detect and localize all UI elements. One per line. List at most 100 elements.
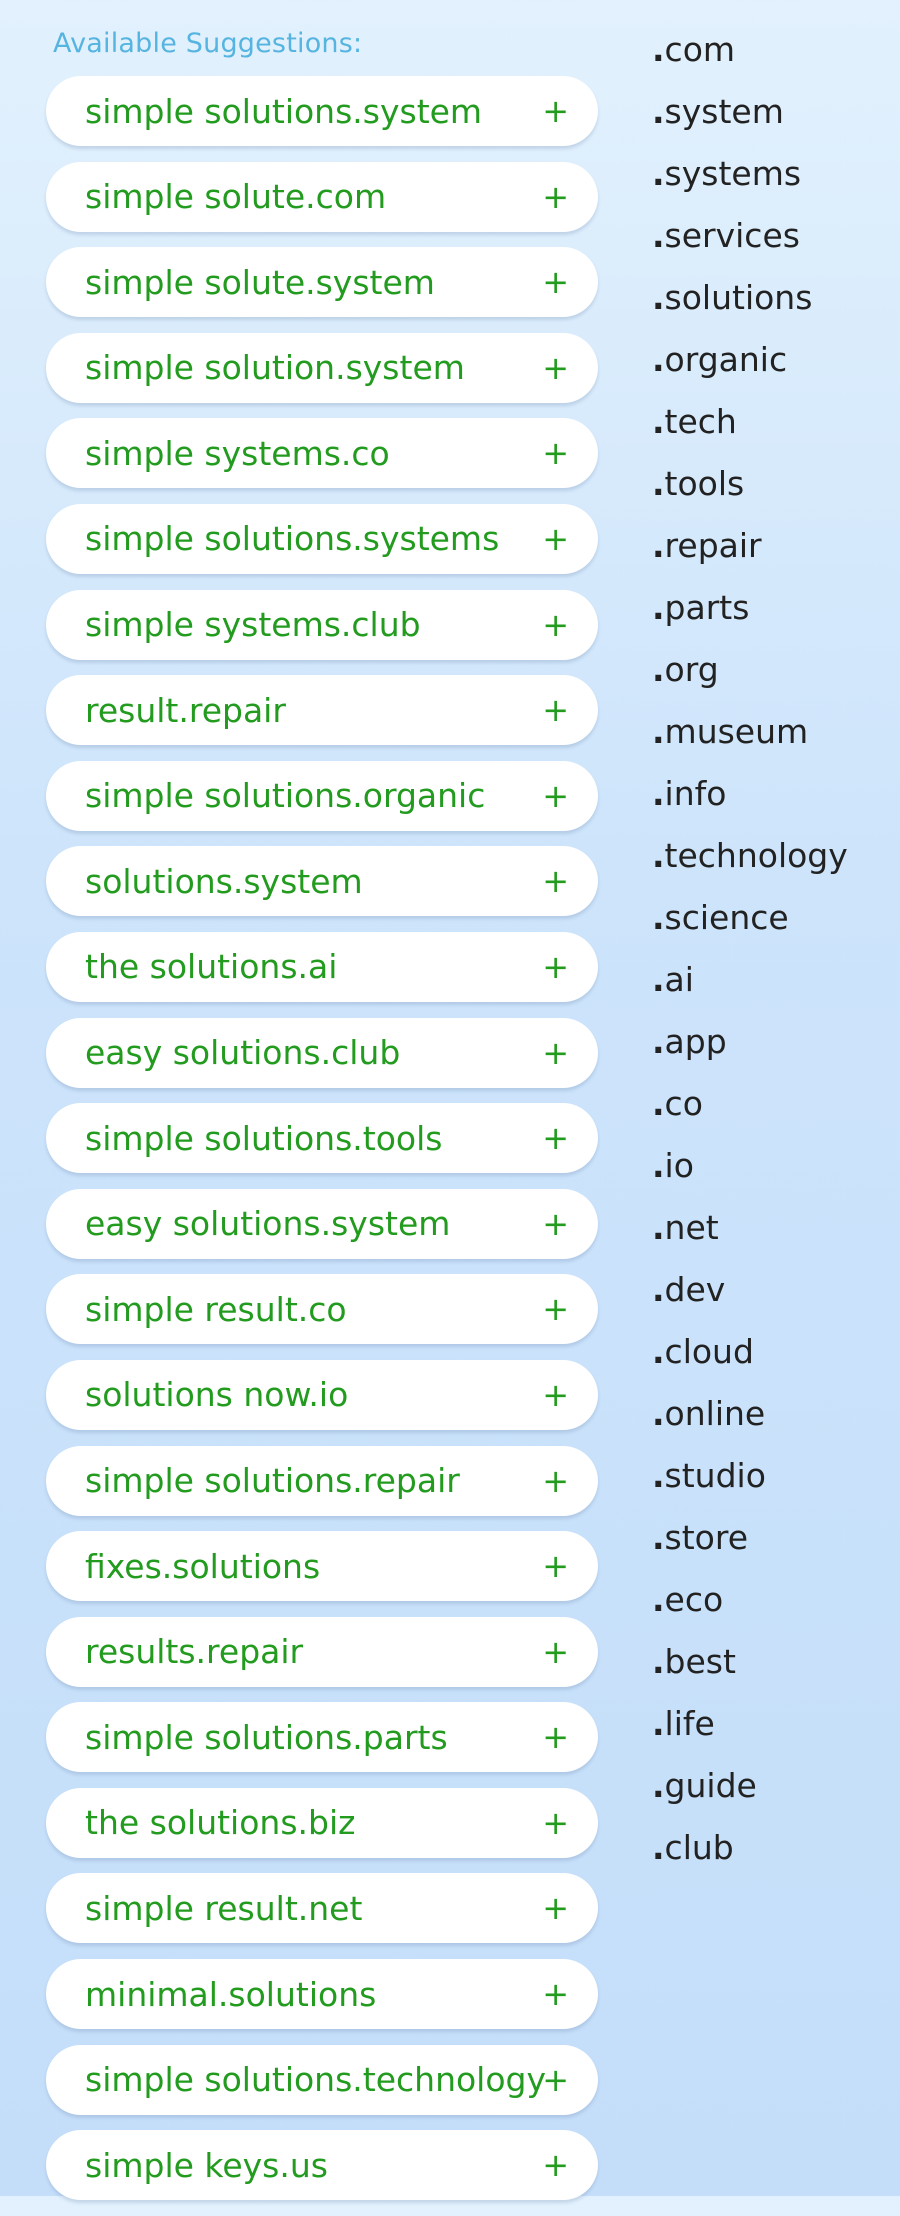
- add-icon[interactable]: +: [542, 1547, 569, 1586]
- add-icon[interactable]: +: [542, 92, 569, 130]
- tld-item[interactable]: .club: [652, 1822, 892, 1884]
- suggestion-item[interactable]: the solutions.biz +: [46, 1787, 598, 1858]
- suggestion-item[interactable]: simple solutions.repair +: [46, 1445, 598, 1516]
- suggestion-domain-label: the solutions.ai: [85, 947, 338, 987]
- tld-item[interactable]: .science: [652, 892, 892, 954]
- tld-item[interactable]: .museum: [652, 706, 892, 768]
- add-icon[interactable]: +: [542, 1290, 569, 1329]
- add-icon[interactable]: +: [542, 1461, 569, 1500]
- tld-item[interactable]: .store: [652, 1512, 892, 1574]
- add-icon[interactable]: +: [542, 1975, 569, 2014]
- tld-item[interactable]: .services: [652, 210, 892, 272]
- add-icon[interactable]: +: [542, 1375, 569, 1414]
- tld-item[interactable]: .co: [652, 1078, 892, 1140]
- tld-label: net: [664, 1208, 719, 1247]
- add-icon[interactable]: +: [542, 2060, 569, 2099]
- add-icon[interactable]: +: [542, 1119, 569, 1158]
- tld-item[interactable]: .systems: [652, 148, 892, 210]
- add-icon[interactable]: +: [542, 519, 569, 558]
- tld-item[interactable]: .net: [652, 1202, 892, 1264]
- add-icon[interactable]: +: [542, 947, 569, 986]
- suggestion-item[interactable]: results.repair +: [46, 1616, 598, 1687]
- suggestion-item[interactable]: simple solutions.organic +: [46, 760, 598, 831]
- tld-label: com: [664, 30, 736, 69]
- tld-item[interactable]: .tools: [652, 458, 892, 520]
- suggestion-domain-label: easy solutions.club: [85, 1033, 401, 1073]
- tld-item[interactable]: .solutions: [652, 272, 892, 334]
- add-icon[interactable]: +: [542, 1204, 569, 1243]
- suggestion-item[interactable]: simple solutions.systems +: [46, 503, 598, 574]
- add-icon[interactable]: +: [542, 263, 569, 302]
- suggestion-domain-label: simple keys.us: [85, 2145, 328, 2185]
- suggestion-item[interactable]: solutions.system +: [46, 846, 598, 917]
- suggestion-item[interactable]: simple systems.co +: [46, 418, 598, 489]
- suggestion-domain-label: minimal.solutions: [85, 1974, 377, 2014]
- suggestion-item[interactable]: simple result.co +: [46, 1274, 598, 1345]
- tld-item[interactable]: .tech: [652, 396, 892, 458]
- add-icon[interactable]: +: [542, 605, 569, 644]
- tld-item[interactable]: .eco: [652, 1574, 892, 1636]
- tld-item[interactable]: .org: [652, 644, 892, 706]
- suggestion-item[interactable]: simple solute.com +: [46, 161, 598, 232]
- suggestion-item[interactable]: simple solutions.tools +: [46, 1103, 598, 1174]
- tld-dot: .: [652, 650, 665, 689]
- add-icon[interactable]: +: [542, 2146, 569, 2185]
- add-icon[interactable]: +: [542, 776, 569, 815]
- tld-label: technology: [664, 836, 848, 875]
- tld-dot: .: [652, 1642, 665, 1681]
- add-icon[interactable]: +: [542, 1803, 569, 1842]
- add-icon[interactable]: +: [542, 1718, 569, 1757]
- tld-dot: .: [652, 1456, 665, 1495]
- add-icon[interactable]: +: [542, 1632, 569, 1671]
- tld-item[interactable]: .life: [652, 1698, 892, 1760]
- suggestion-item[interactable]: solutions now.io +: [46, 1359, 598, 1430]
- tld-label: store: [664, 1518, 749, 1557]
- tld-item[interactable]: .studio: [652, 1450, 892, 1512]
- tld-item[interactable]: .parts: [652, 582, 892, 644]
- suggestion-item[interactable]: simple solutions.system +: [46, 76, 598, 146]
- tld-dot: .: [652, 1828, 665, 1867]
- tld-item[interactable]: .app: [652, 1016, 892, 1078]
- tld-label: science: [664, 898, 789, 937]
- tld-item[interactable]: .organic: [652, 334, 892, 396]
- tld-item[interactable]: .dev: [652, 1264, 892, 1326]
- suggestion-item[interactable]: simple keys.us +: [46, 2130, 598, 2201]
- suggestion-item[interactable]: simple result.net +: [46, 1873, 598, 1944]
- suggestion-domain-label: simple solutions.parts: [85, 1717, 448, 1757]
- add-icon[interactable]: +: [542, 1033, 569, 1072]
- suggestion-item[interactable]: easy solutions.system +: [46, 1188, 598, 1259]
- tld-item[interactable]: .online: [652, 1388, 892, 1450]
- add-icon[interactable]: +: [542, 177, 569, 216]
- tld-dot: .: [652, 836, 665, 875]
- tld-item[interactable]: .info: [652, 768, 892, 830]
- tld-item[interactable]: .system: [652, 86, 892, 148]
- suggestion-item[interactable]: fixes.solutions +: [46, 1531, 598, 1602]
- tld-item[interactable]: .technology: [652, 830, 892, 892]
- tld-dot: .: [652, 1766, 665, 1805]
- add-icon[interactable]: +: [542, 434, 569, 473]
- tld-label: org: [664, 650, 719, 689]
- add-icon[interactable]: +: [542, 862, 569, 901]
- tld-item[interactable]: .repair: [652, 520, 892, 582]
- tld-item[interactable]: .io: [652, 1140, 892, 1202]
- tld-dot: .: [652, 774, 665, 813]
- suggestion-item[interactable]: easy solutions.club +: [46, 1017, 598, 1088]
- tld-item[interactable]: .ai: [652, 954, 892, 1016]
- add-icon[interactable]: +: [542, 348, 569, 387]
- tld-item[interactable]: .cloud: [652, 1326, 892, 1388]
- suggestion-item[interactable]: simple solutions.technology +: [46, 2044, 598, 2115]
- suggestion-item[interactable]: simple solutions.parts +: [46, 1702, 598, 1773]
- suggestion-item[interactable]: minimal.solutions +: [46, 1959, 598, 2030]
- suggestion-item[interactable]: simple systems.club +: [46, 589, 598, 660]
- tld-item[interactable]: .com: [652, 24, 892, 86]
- suggestion-item[interactable]: result.repair +: [46, 675, 598, 746]
- suggestion-item[interactable]: simple solution.system +: [46, 332, 598, 403]
- suggestion-item[interactable]: the solutions.ai +: [46, 931, 598, 1002]
- tld-dot: .: [652, 1332, 665, 1371]
- tld-item[interactable]: .guide: [652, 1760, 892, 1822]
- tld-item[interactable]: .best: [652, 1636, 892, 1698]
- add-icon[interactable]: +: [542, 691, 569, 730]
- suggestion-item[interactable]: simple solute.system +: [46, 247, 598, 318]
- suggestion-domain-label: simple solute.system: [85, 262, 435, 302]
- add-icon[interactable]: +: [542, 1889, 569, 1928]
